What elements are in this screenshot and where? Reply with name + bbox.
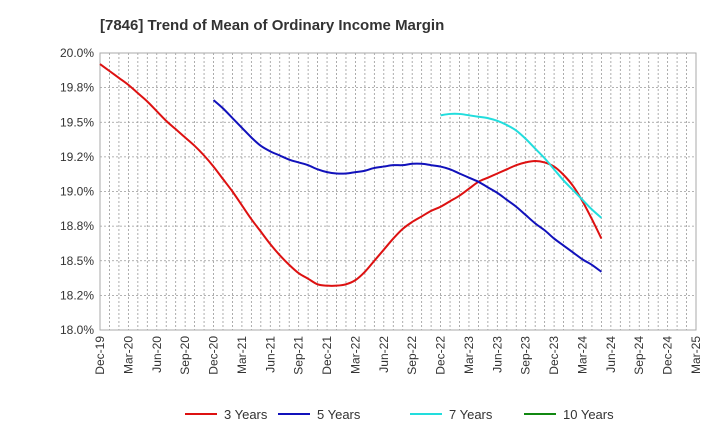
x-tick-label: Mar-21 <box>235 336 249 374</box>
y-tick-label: 19.8% <box>60 81 94 95</box>
grid <box>100 53 696 330</box>
x-tick-label: Jun-22 <box>377 336 391 373</box>
x-tick-label: Jun-20 <box>150 336 164 373</box>
legend-label-10-years: 10 Years <box>563 407 614 422</box>
x-tick-label: Mar-23 <box>462 336 476 374</box>
chart-title: [7846] Trend of Mean of Ordinary Income … <box>100 17 444 34</box>
x-tick-label: Dec-20 <box>207 336 221 375</box>
x-tick-label: Dec-19 <box>93 336 107 375</box>
series-group <box>99 63 603 287</box>
x-tick-label: Sep-23 <box>519 336 533 375</box>
y-tick-label: 20.0% <box>60 46 94 60</box>
plot-frame <box>99 52 697 331</box>
y-tick-label: 19.5% <box>60 115 94 129</box>
x-tick-label: Sep-20 <box>178 336 192 375</box>
x-tick-label: Dec-24 <box>661 336 675 375</box>
x-tick-label: Jun-24 <box>604 336 618 373</box>
x-tick-label: Mar-22 <box>348 336 362 374</box>
x-tick-label: Jun-23 <box>490 336 504 373</box>
x-tick-label: Sep-21 <box>292 336 306 375</box>
y-tick-label: 19.2% <box>60 150 94 164</box>
x-tick-label: Mar-20 <box>121 336 135 374</box>
legend-label-7-years: 7 Years <box>449 407 493 422</box>
x-tick-label: Sep-24 <box>632 336 646 375</box>
x-axis: Dec-19 Mar-20 Jun-20 Sep-20 Dec-20 Mar-21 Jun-… <box>93 336 703 375</box>
legend-label-5-years: 5 Years <box>317 407 361 422</box>
x-tick-label: Dec-22 <box>434 336 448 375</box>
y-tick-label: 18.2% <box>60 288 94 302</box>
x-tick-label: Jun-21 <box>263 336 277 373</box>
x-tick-label: Sep-22 <box>405 336 419 375</box>
y-tick-label: 18.0% <box>60 323 94 337</box>
x-tick-label: Dec-21 <box>320 336 334 375</box>
series-line-7-years <box>440 112 603 219</box>
legend: 3 Years 5 Years 7 Years 10 Years <box>185 407 614 422</box>
y-tick-label: 19.0% <box>60 185 94 199</box>
legend-label-3-years: 3 Years <box>224 407 268 422</box>
y-tick-label: 18.8% <box>60 219 94 233</box>
series-line-3-years <box>99 63 603 287</box>
y-tick-label: 18.5% <box>60 254 94 268</box>
y-axis: 18.0% 18.2% 18.5% 18.8% 19.0% 19.2% 19.5% 19.8%… <box>60 46 94 337</box>
series-line-5-years <box>212 99 602 273</box>
x-tick-label: Dec-23 <box>547 336 561 375</box>
x-tick-label: Mar-24 <box>575 336 589 374</box>
x-tick-label: Mar-25 <box>689 336 703 374</box>
